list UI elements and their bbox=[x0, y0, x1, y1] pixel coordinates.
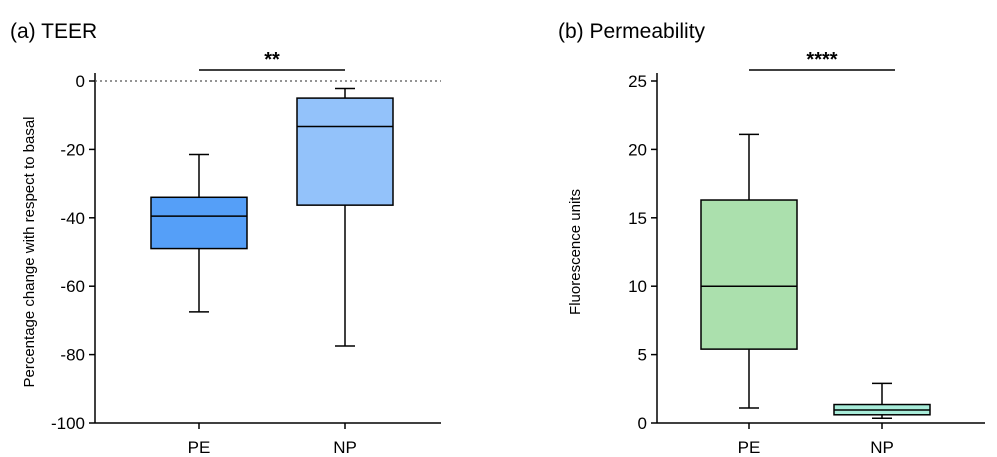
category-label-teer-pe: PE bbox=[188, 438, 211, 457]
y-axis-label-teer: Percentage change with respect to basal bbox=[21, 116, 38, 387]
box-permeability-pe bbox=[700, 199, 798, 350]
y-tick-label-permeability: 0 bbox=[638, 414, 647, 433]
y-tick-label-teer: -80 bbox=[60, 346, 85, 365]
category-label-permeability-np: NP bbox=[870, 438, 894, 457]
box-teer-pe bbox=[150, 196, 248, 250]
y-tick-label-teer: 0 bbox=[76, 72, 85, 91]
panel-title-teer: (a) TEER bbox=[10, 20, 97, 43]
category-label-teer-np: NP bbox=[333, 438, 357, 457]
significance-label-teer: ** bbox=[264, 49, 280, 71]
category-label-permeability-pe: PE bbox=[738, 438, 761, 457]
panel-permeability: (b) Permeability Fluorescence units 0 5 10… bbox=[558, 20, 985, 457]
y-tick-label-teer: -100 bbox=[51, 414, 85, 433]
significance-label-permeability: **** bbox=[806, 49, 837, 71]
y-tick-label-permeability: 20 bbox=[628, 140, 647, 159]
plot-area-permeability: 0 5 10 15 20 25 PE NP **** bbox=[628, 49, 985, 457]
panel-title-permeability: (b) Permeability bbox=[558, 20, 706, 43]
y-tick-label-teer: -40 bbox=[60, 209, 85, 228]
y-tick-label-teer: -60 bbox=[60, 277, 85, 296]
y-tick-label-permeability: 5 bbox=[638, 346, 647, 365]
box-teer-np bbox=[296, 97, 394, 206]
y-tick-label-permeability: 15 bbox=[628, 209, 647, 228]
plot-area-teer: 0 -20 -40 -60 -80 -100 PE NP ** bbox=[51, 49, 441, 457]
y-tick-label-teer: -20 bbox=[60, 140, 85, 159]
y-axis-label-permeability: Fluorescence units bbox=[567, 189, 584, 315]
y-tick-label-permeability: 25 bbox=[628, 72, 647, 91]
y-tick-label-permeability: 10 bbox=[628, 277, 647, 296]
panel-teer: (a) TEER Percentage change with respect … bbox=[10, 20, 441, 457]
